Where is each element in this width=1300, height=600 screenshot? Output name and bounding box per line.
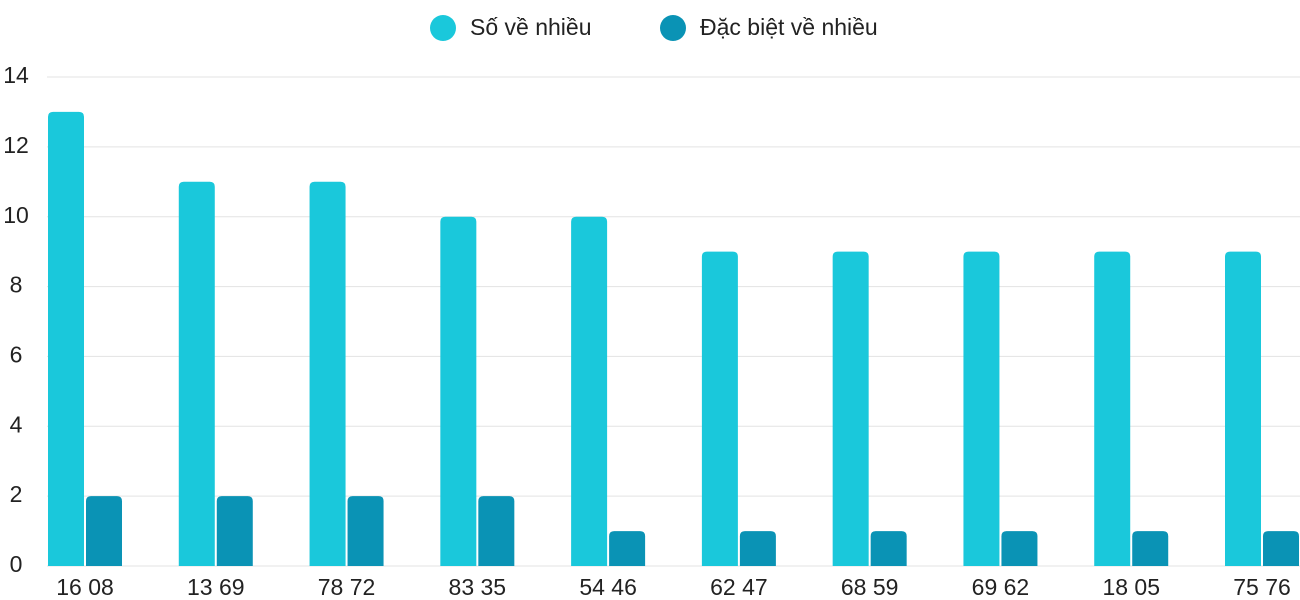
y-tick-label: 0: [10, 551, 23, 577]
y-tick-label: 6: [10, 342, 23, 368]
y-tick-label: 12: [3, 132, 29, 158]
x-tick-label: 78 72: [318, 574, 376, 600]
y-tick-label: 4: [10, 411, 23, 437]
bar: [440, 216, 477, 566]
legend-swatch: [660, 15, 686, 41]
legend-label: Đặc biệt về nhiều: [700, 14, 878, 40]
bar: [86, 496, 122, 566]
x-tick-label: 75 76: [1233, 574, 1291, 600]
bar: [963, 251, 1000, 566]
legend-swatch: [430, 15, 456, 41]
bar: [739, 531, 776, 566]
y-tick-label: 2: [10, 481, 23, 507]
bar: [832, 251, 869, 566]
bar: [870, 531, 907, 566]
y-tick-label: 10: [3, 202, 29, 228]
bar: [48, 111, 84, 566]
x-tick-label: 69 62: [972, 574, 1030, 600]
bar: [309, 181, 346, 567]
x-tick-label: 54 46: [579, 574, 637, 600]
bar: [609, 531, 646, 566]
bar: [1001, 531, 1038, 566]
bar: [178, 181, 215, 567]
bar: [347, 496, 384, 566]
x-tick-label: 68 59: [841, 574, 899, 600]
bar: [216, 496, 253, 566]
x-tick-label: 16 08: [56, 574, 114, 600]
x-tick-label: 62 47: [710, 574, 768, 600]
x-tick-label: 13 69: [187, 574, 245, 600]
bar: [571, 216, 608, 566]
x-tick-label: 18 05: [1102, 574, 1160, 600]
bar: [1225, 251, 1261, 566]
y-tick-label: 8: [10, 272, 23, 298]
bar: [701, 251, 738, 566]
bar: [1263, 531, 1299, 566]
bar: [1094, 251, 1131, 566]
bar: [1132, 531, 1169, 566]
x-tick-label: 83 35: [449, 574, 507, 600]
y-tick-label: 14: [3, 62, 29, 88]
bar: [478, 496, 515, 566]
legend-label: Số về nhiều: [470, 14, 591, 40]
